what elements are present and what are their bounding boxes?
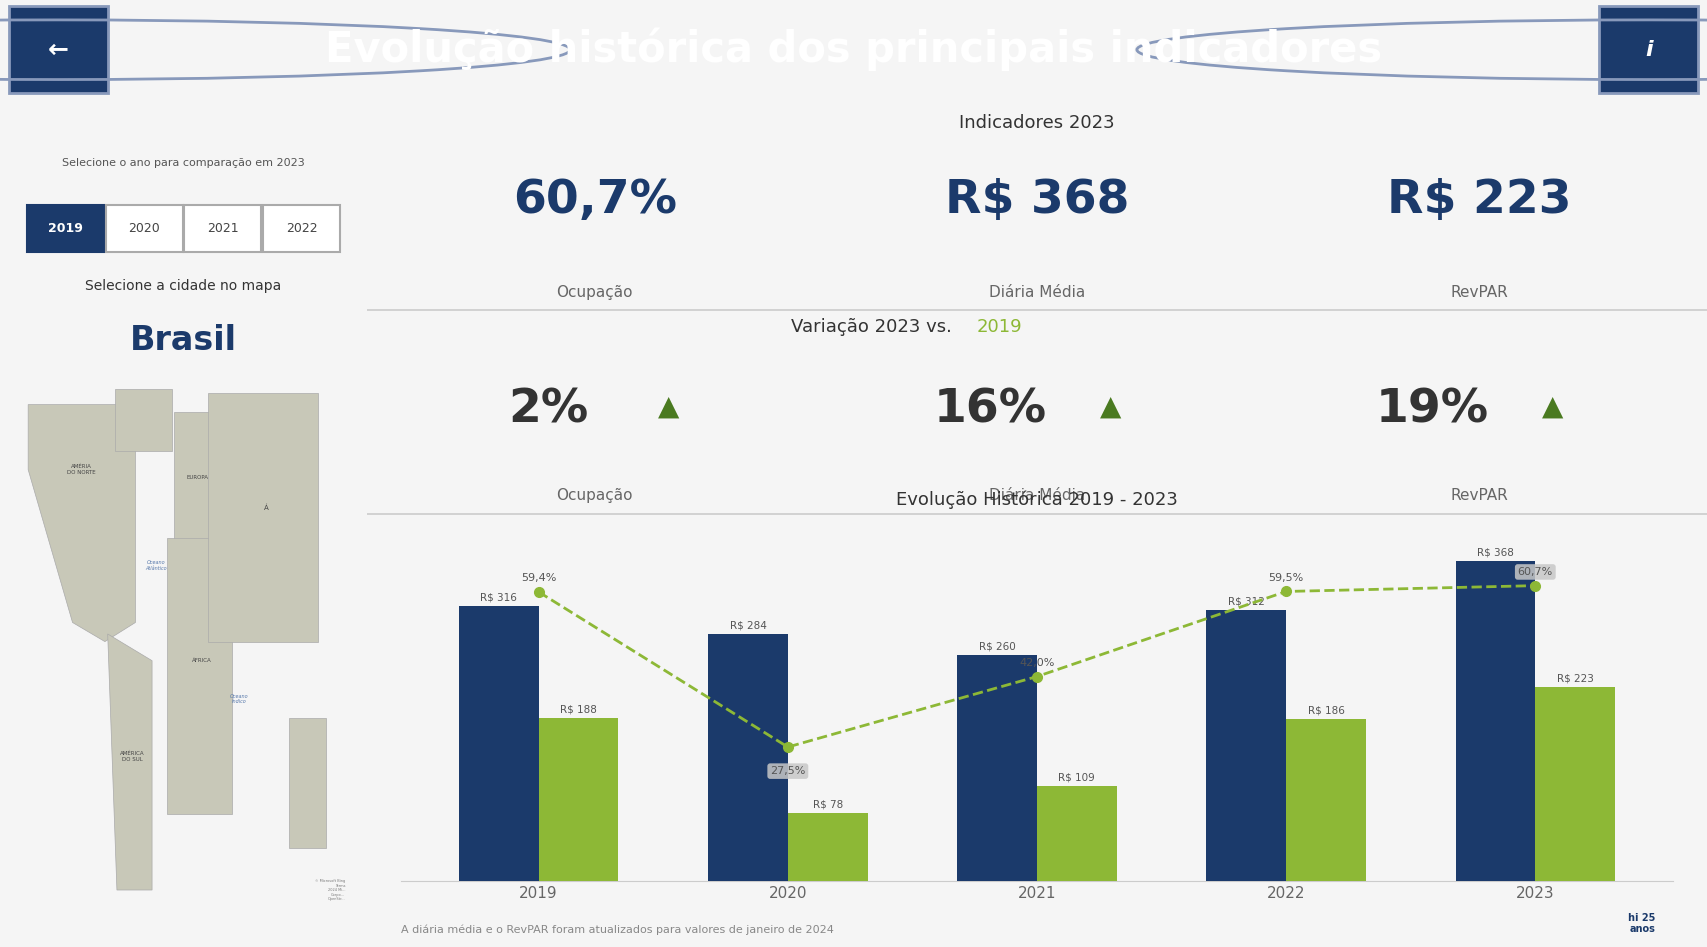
- Text: ÁFRICA: ÁFRICA: [193, 658, 212, 663]
- FancyBboxPatch shape: [1599, 6, 1698, 94]
- Bar: [1285, 720, 1366, 881]
- Text: i: i: [1646, 40, 1652, 60]
- Text: ←: ←: [48, 38, 68, 62]
- Text: R$ 109: R$ 109: [1058, 773, 1096, 782]
- Bar: [789, 813, 867, 881]
- Text: Evolução histórica dos principais indicadores: Evolução histórica dos principais indica…: [324, 28, 1383, 71]
- Text: Oceano
Atlântico: Oceano Atlântico: [145, 560, 167, 570]
- Text: 2%: 2%: [507, 387, 587, 433]
- Text: Selecione a cidade no mapa: Selecione a cidade no mapa: [85, 279, 282, 293]
- Text: 2019: 2019: [976, 318, 1022, 336]
- Text: 59,4%: 59,4%: [521, 573, 556, 583]
- Text: 59,5%: 59,5%: [1268, 573, 1304, 582]
- Text: RevPAR: RevPAR: [1451, 489, 1507, 503]
- Polygon shape: [208, 393, 318, 642]
- Text: © Microsoft Bing
Terms
2024 Mi...
Corpo...
OpenStr...: © Microsoft Bing Terms 2024 Mi... Corpo.…: [316, 879, 345, 902]
- Text: 2021: 2021: [207, 223, 239, 235]
- Text: Selecione o ano para comparação em 2023: Selecione o ano para comparação em 2023: [61, 158, 306, 168]
- FancyBboxPatch shape: [9, 6, 108, 94]
- Text: R$ 186: R$ 186: [1308, 706, 1345, 716]
- Text: R$ 316: R$ 316: [480, 593, 517, 603]
- Text: hi 25
anos: hi 25 anos: [1628, 913, 1656, 934]
- Text: AMÉRICA
DO SUL: AMÉRICA DO SUL: [119, 751, 145, 761]
- Polygon shape: [288, 718, 326, 848]
- Bar: [958, 655, 1036, 881]
- Text: ▲: ▲: [657, 392, 679, 420]
- Text: R$ 284: R$ 284: [729, 620, 766, 631]
- Bar: [1036, 786, 1116, 881]
- Bar: [539, 718, 618, 881]
- Text: Indicadores 2023: Indicadores 2023: [959, 115, 1115, 133]
- Text: A diária média e o RevPAR foram atualizados para valores de janeiro de 2024: A diária média e o RevPAR foram atualiza…: [401, 924, 835, 936]
- Text: R$ 188: R$ 188: [560, 704, 597, 714]
- Text: R$ 223: R$ 223: [1388, 178, 1572, 223]
- Text: 60,7%: 60,7%: [512, 178, 676, 223]
- Title: Evolução Histórica 2019 - 2023: Evolução Histórica 2019 - 2023: [896, 491, 1178, 509]
- Polygon shape: [27, 404, 135, 642]
- Polygon shape: [167, 539, 232, 813]
- Text: EUROPA: EUROPA: [186, 474, 208, 480]
- Text: R$ 260: R$ 260: [978, 641, 1016, 652]
- Text: Variação 2023 vs.: Variação 2023 vs.: [790, 318, 963, 336]
- Text: 2020: 2020: [128, 223, 160, 235]
- FancyBboxPatch shape: [184, 205, 261, 252]
- Bar: [708, 634, 789, 881]
- Text: Diária Média: Diária Média: [988, 285, 1086, 299]
- Text: 19%: 19%: [1376, 387, 1489, 433]
- Text: R$ 368: R$ 368: [1477, 547, 1514, 558]
- Text: ▲: ▲: [1099, 392, 1121, 420]
- Polygon shape: [174, 412, 220, 543]
- Text: R$ 312: R$ 312: [1227, 597, 1265, 606]
- Text: 2022: 2022: [287, 223, 318, 235]
- FancyBboxPatch shape: [27, 205, 104, 252]
- Bar: [1456, 562, 1535, 881]
- Bar: [1535, 688, 1615, 881]
- Text: R$ 78: R$ 78: [813, 799, 843, 810]
- Text: 2019: 2019: [48, 223, 82, 235]
- FancyBboxPatch shape: [106, 205, 183, 252]
- Bar: [1207, 610, 1285, 881]
- Polygon shape: [114, 389, 172, 451]
- Text: AMÉRIA
DO NORTE: AMÉRIA DO NORTE: [68, 464, 96, 475]
- Text: Diária Média: Diária Média: [988, 489, 1086, 503]
- Text: 16%: 16%: [934, 387, 1046, 433]
- Bar: [459, 606, 539, 881]
- Text: Brasil: Brasil: [130, 325, 237, 357]
- Text: RevPAR: RevPAR: [1451, 285, 1507, 299]
- Text: Ocupação: Ocupação: [556, 489, 633, 503]
- Polygon shape: [108, 634, 152, 890]
- Text: 60,7%: 60,7%: [1518, 567, 1553, 577]
- Text: R$ 223: R$ 223: [1557, 673, 1594, 684]
- Text: Oceano
Índico: Oceano Índico: [230, 693, 248, 705]
- Text: R$ 368: R$ 368: [944, 178, 1130, 223]
- FancyBboxPatch shape: [263, 205, 340, 252]
- Text: 27,5%: 27,5%: [770, 766, 806, 777]
- Text: Ocupação: Ocupação: [556, 285, 633, 299]
- Text: Á: Á: [265, 505, 270, 511]
- Text: 42,0%: 42,0%: [1019, 658, 1055, 668]
- Text: ▲: ▲: [1541, 392, 1564, 420]
